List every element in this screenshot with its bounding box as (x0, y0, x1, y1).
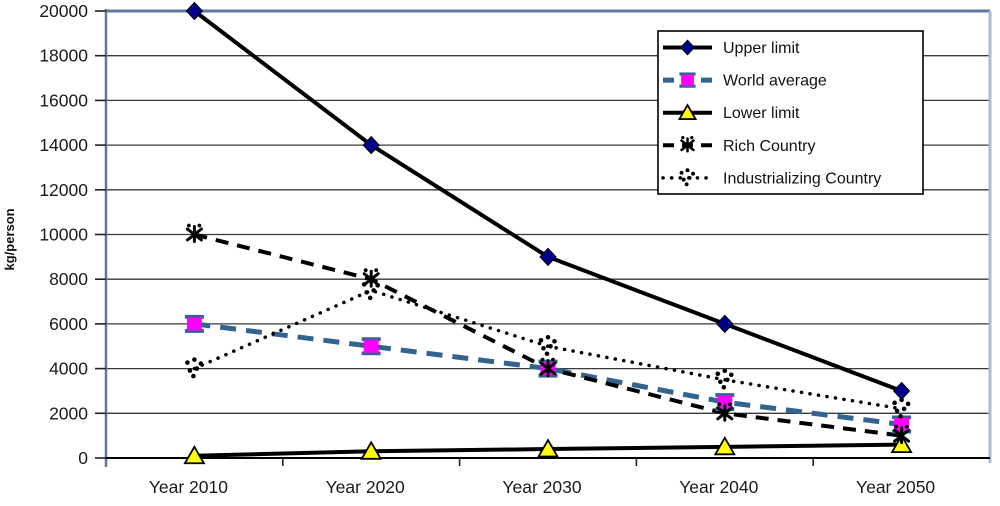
star-marker (185, 223, 203, 243)
y-tick-label: 8000 (49, 269, 88, 289)
x-tick-label: Year 2040 (679, 477, 758, 497)
markers-upper-limit (185, 1, 911, 401)
diamond-marker (539, 247, 557, 267)
triangle-marker (536, 438, 560, 458)
y-tick-label: 12000 (39, 180, 88, 200)
x-tick-label: Year 2020 (326, 477, 405, 497)
x-tick-label: Year 2010 (149, 477, 228, 497)
square-marker (679, 72, 696, 88)
legend-label: Lower limit (723, 105, 800, 122)
markers-rich-country (185, 223, 911, 445)
legend-label: Rich Country (723, 138, 815, 155)
dot-cluster-marker (679, 168, 695, 187)
legend-label: World average (723, 73, 827, 90)
triangle-marker (713, 436, 736, 456)
dot-cluster-marker (538, 334, 557, 357)
legend-item-lower-limit: Lower limit (663, 103, 800, 122)
y-tick-label: 0 (78, 448, 88, 468)
y-tick-label: 10000 (39, 225, 88, 245)
star-marker (680, 136, 695, 153)
star-marker (716, 402, 734, 422)
x-axis-tick-labels: Year 2010 Year 2020 Year 2030 Year 2040 Year… (149, 477, 936, 497)
diamond-marker (716, 314, 734, 334)
diamond-marker (362, 135, 380, 155)
legend-label: Upper limit (723, 40, 800, 57)
star-marker (539, 357, 557, 378)
diamond-marker (892, 381, 911, 401)
dot-cluster-marker (185, 357, 204, 379)
y-tick-label: 20000 (39, 1, 88, 21)
markers-industrializing-country (185, 279, 911, 419)
y-tick-label: 16000 (39, 90, 88, 110)
y-tick-label: 18000 (39, 46, 88, 66)
x-tick-label: Year 2050 (856, 477, 935, 497)
legend-item-world-average: World average (663, 72, 827, 90)
legend-item-rich-country: Rich Country (663, 136, 815, 155)
x-tick-label: Year 2030 (502, 477, 581, 497)
y-axis-title: kg/person (2, 208, 17, 270)
triangle-marker (360, 440, 383, 460)
square-marker (184, 314, 204, 333)
y-axis-tick-labels: 0 2000 4000 6000 8000 10000 12000 14000 16000 180… (39, 1, 88, 468)
triangle-marker (677, 103, 698, 120)
square-marker (361, 337, 381, 356)
gridlines (106, 55, 990, 414)
legend: Upper limit World average Lower limit Rich … (657, 30, 924, 195)
y-tick-label: 14000 (39, 135, 88, 155)
y-tick-label: 6000 (49, 314, 88, 334)
series-world-average (194, 321, 902, 427)
y-tick-label: 4000 (49, 359, 88, 379)
star-marker (893, 424, 911, 445)
diamond-marker (185, 1, 204, 21)
legend-label: Industrializing Country (723, 170, 881, 187)
diamond-marker (680, 39, 695, 56)
dot-cluster-marker (361, 279, 381, 301)
axes (95, 9, 992, 467)
dot-cluster-marker (715, 368, 734, 390)
markers-lower-limit (183, 433, 913, 465)
legend-item-industrializing-country: Industrializing Country (661, 168, 881, 187)
triangle-marker (183, 444, 206, 465)
legend-item-upper-limit: Upper limit (663, 39, 800, 57)
y-tick-label: 2000 (49, 403, 88, 423)
series-industrializing-country (192, 288, 904, 411)
dot-cluster-marker (892, 397, 911, 419)
